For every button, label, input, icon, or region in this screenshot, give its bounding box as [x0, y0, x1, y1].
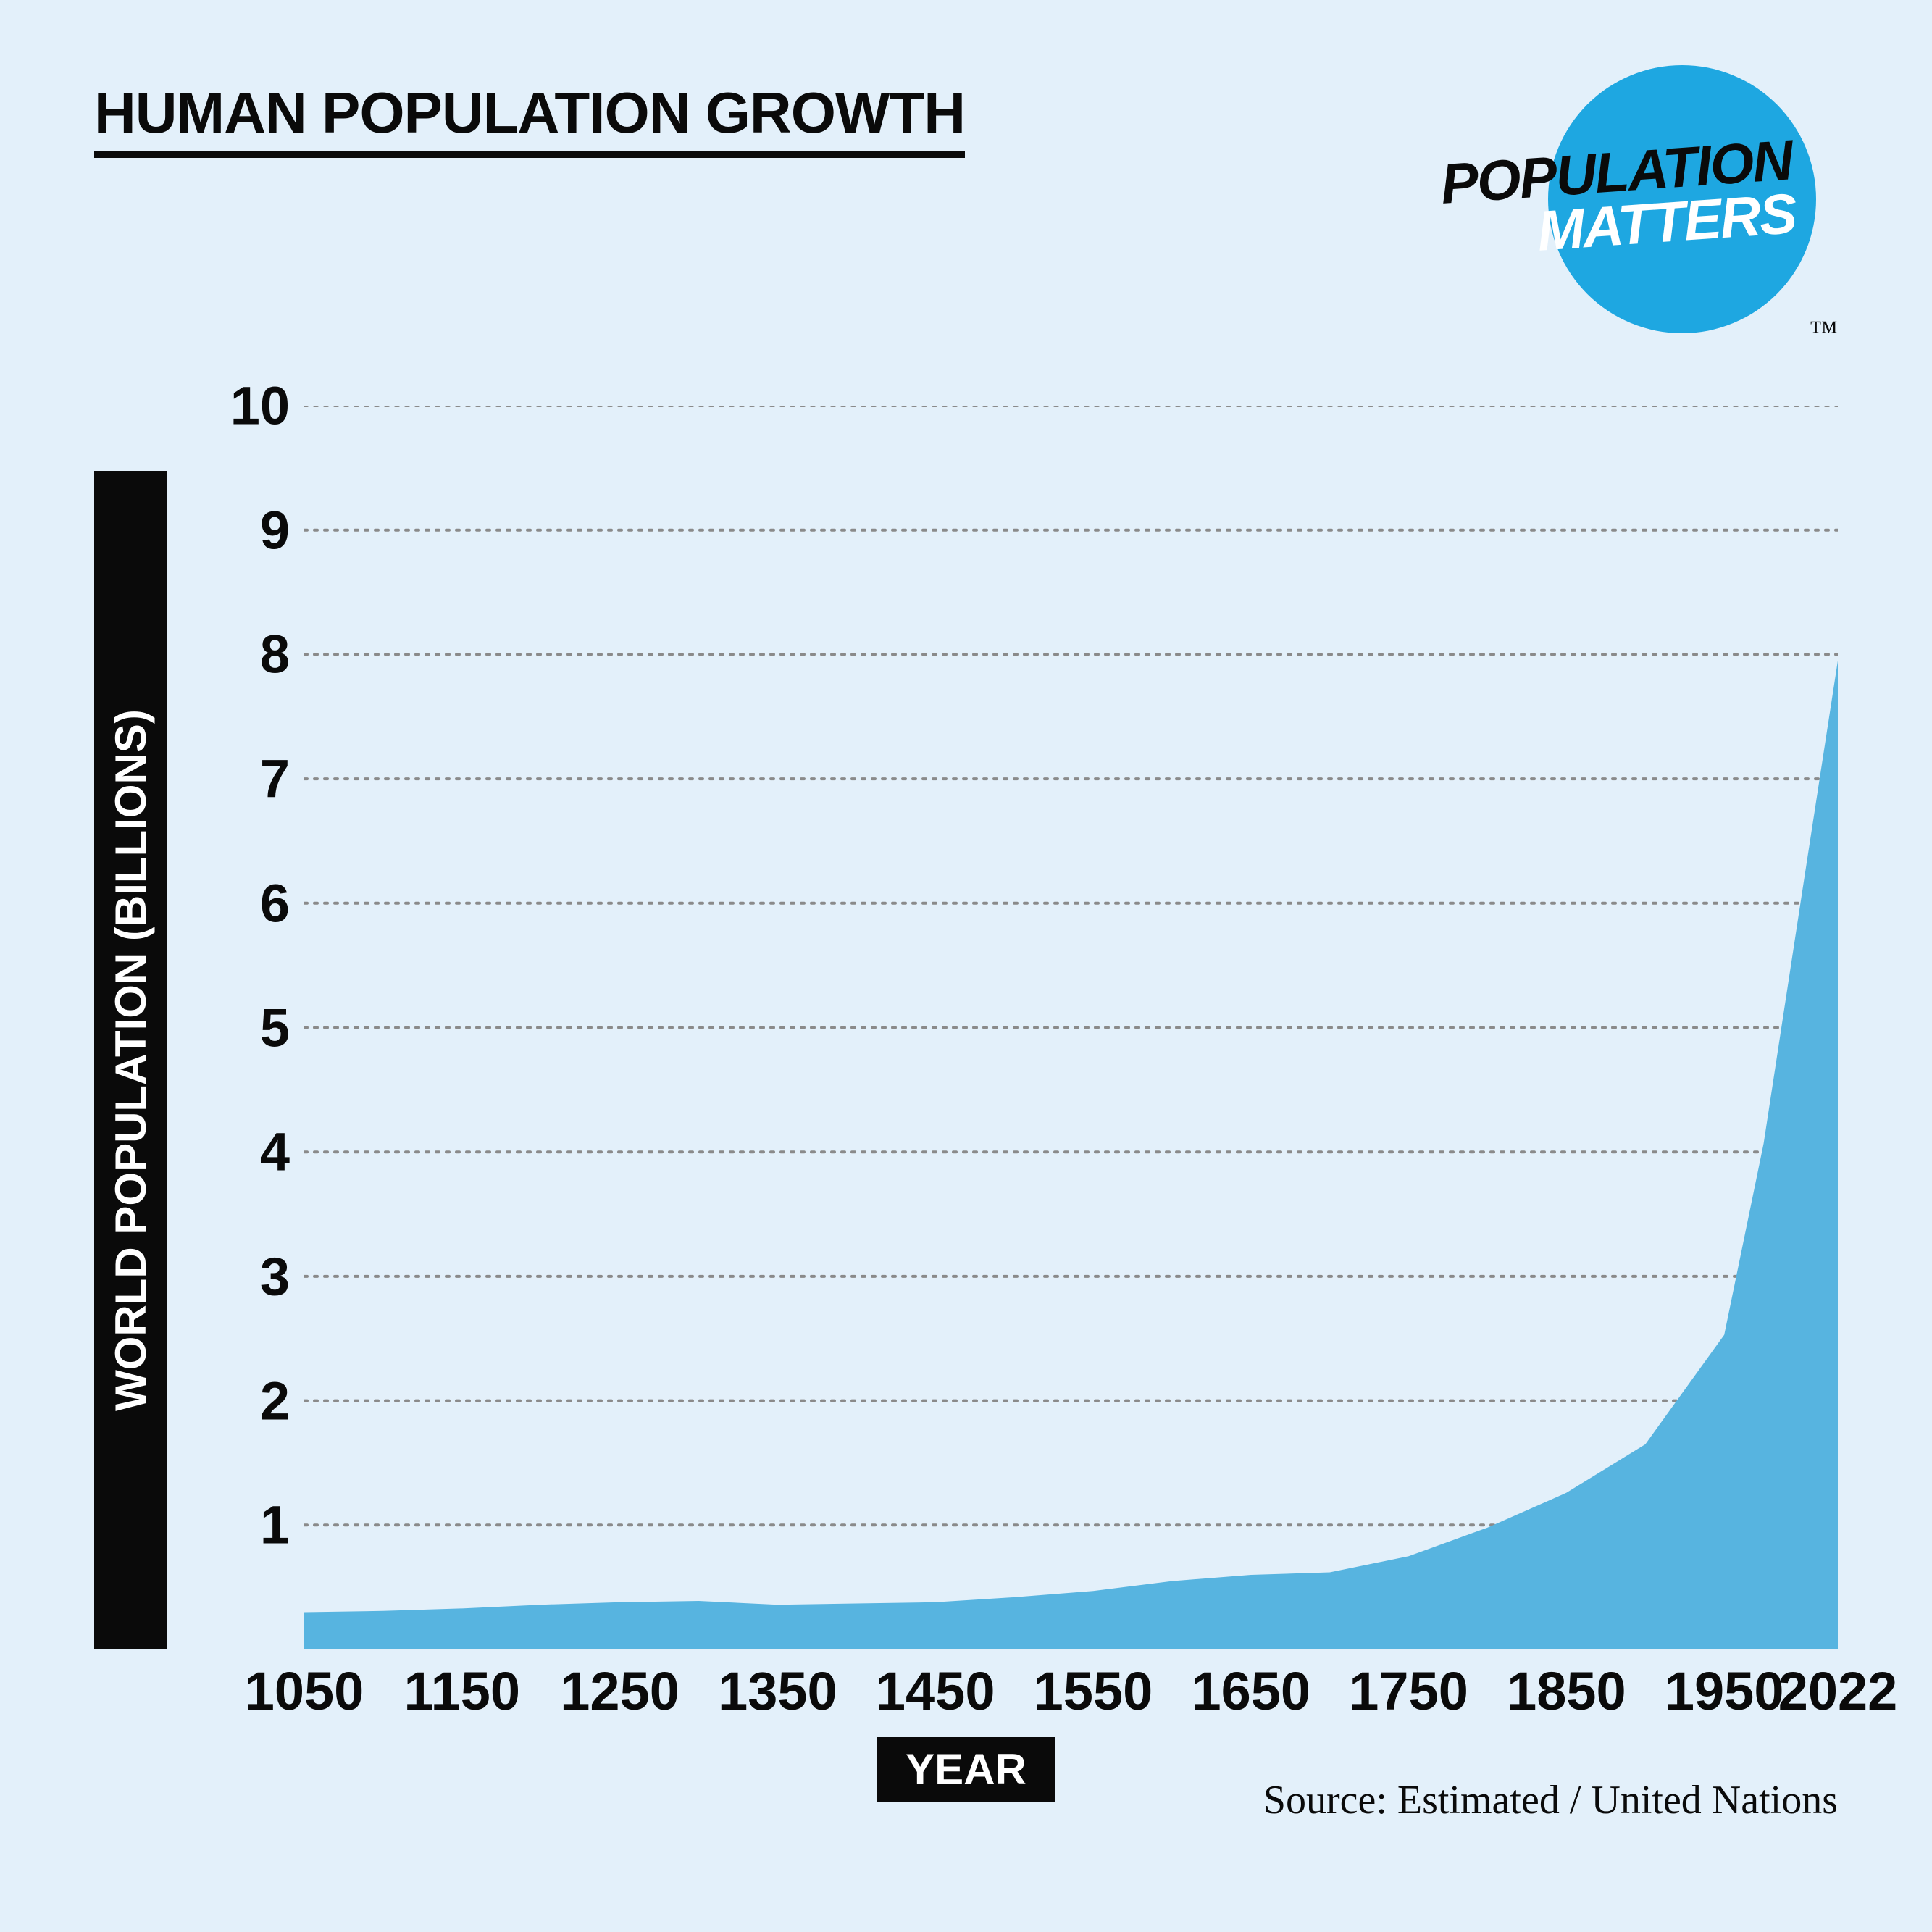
chart-svg: [304, 406, 1838, 1649]
x-tick-label: 2022: [1778, 1660, 1898, 1722]
source-attribution: Source: Estimated / United Nations: [1263, 1777, 1838, 1823]
x-tick-label: 1550: [1034, 1660, 1153, 1722]
y-tick-label: 8: [188, 624, 290, 685]
logo-text: POPULATION MATTERS: [1439, 133, 1798, 264]
x-tick-label: 1850: [1507, 1660, 1626, 1722]
x-tick-label: 1450: [876, 1660, 995, 1722]
x-axis-label: YEAR: [906, 1744, 1026, 1794]
y-tick-label: 9: [188, 499, 290, 561]
y-axis-label: WORLD POPULATION (BILLIONS): [106, 709, 156, 1411]
chart-plot: [304, 406, 1838, 1649]
y-tick-label: 7: [188, 748, 290, 810]
x-tick-label: 1050: [245, 1660, 364, 1722]
y-tick-label: 3: [188, 1245, 290, 1307]
x-tick-label: 1650: [1191, 1660, 1310, 1722]
chart-container: WORLD POPULATION (BILLIONS) 12345678910 …: [94, 406, 1838, 1802]
y-tick-label: 1: [188, 1494, 290, 1556]
y-tick-label: 6: [188, 872, 290, 934]
y-axis-label-box: WORLD POPULATION (BILLIONS): [94, 471, 167, 1649]
x-tick-label: 1950: [1665, 1660, 1784, 1722]
trademark-icon: ™: [1810, 314, 1838, 348]
x-tick-label: 1250: [560, 1660, 679, 1722]
y-tick-label: 5: [188, 997, 290, 1058]
x-tick-label: 1150: [404, 1660, 521, 1722]
x-tick-label: 1750: [1349, 1660, 1468, 1722]
y-tick-label: 4: [188, 1121, 290, 1183]
y-tick-label: 10: [188, 375, 290, 437]
brand-logo: POPULATION MATTERS ™: [1505, 65, 1838, 340]
y-tick-label: 2: [188, 1370, 290, 1431]
x-axis-label-box: YEAR: [877, 1737, 1055, 1802]
page-title: HUMAN POPULATION GROWTH: [94, 80, 965, 158]
x-tick-label: 1350: [718, 1660, 837, 1722]
